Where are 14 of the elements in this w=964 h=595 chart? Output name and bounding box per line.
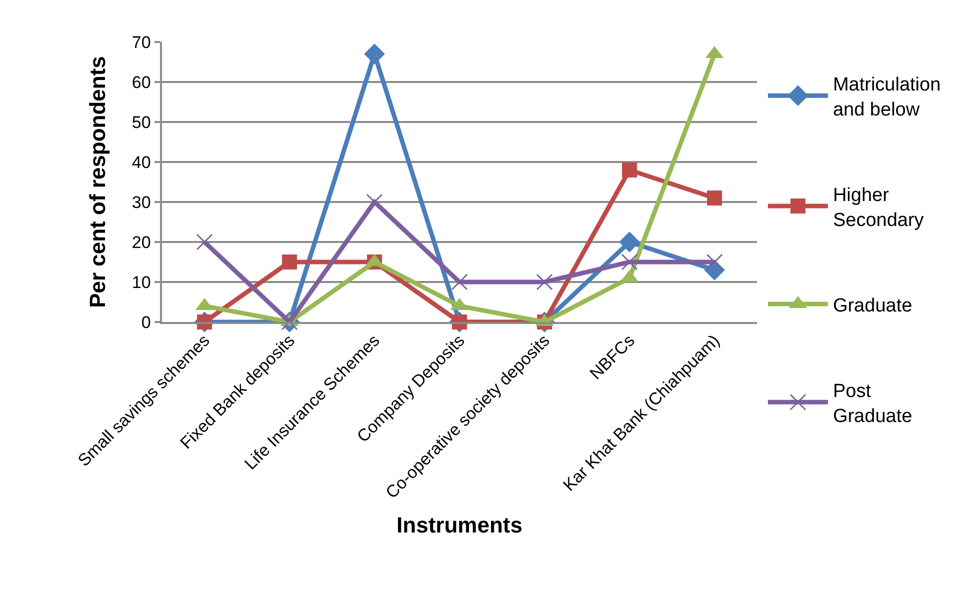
y-tick-label: 50 [132, 112, 151, 132]
y-tick-label: 0 [141, 312, 151, 332]
y-tick-label: 30 [132, 192, 151, 212]
x-axis-title: Instruments [396, 512, 522, 538]
y-tick-label: 10 [132, 272, 151, 292]
y-axis-title: Per cent of respondents [85, 56, 110, 308]
legend-label: Post Graduate [832, 381, 912, 427]
y-tick-label: 40 [132, 152, 151, 172]
y-tick-label: 20 [132, 232, 151, 252]
legend-label: Higher Secondary [832, 185, 924, 231]
y-tick-label: 60 [132, 72, 151, 92]
legend-label: Matriculation and below [832, 74, 941, 120]
y-tick-label: 70 [132, 32, 151, 52]
legend-label: Graduate [832, 295, 912, 316]
